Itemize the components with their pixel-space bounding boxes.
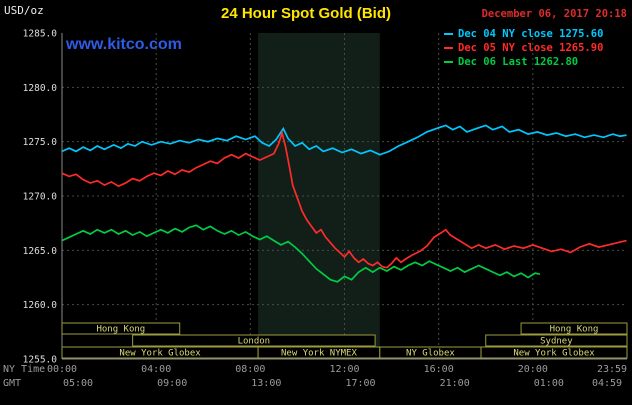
legend-swatch bbox=[444, 61, 453, 63]
legend-item: Dec 05 NY close 1265.90 bbox=[444, 41, 603, 55]
y-axis-tick-label: 1280.0 bbox=[23, 83, 58, 94]
legend-swatch bbox=[444, 33, 453, 35]
session-label: Hong Kong bbox=[550, 325, 599, 335]
session-label: NY Globex bbox=[406, 349, 455, 359]
x-axis-tick-label-gmt: 13:00 bbox=[251, 378, 281, 389]
ny-time-row-label: NY Time bbox=[3, 364, 45, 375]
legend: Dec 04 NY close 1275.60 Dec 05 NY close … bbox=[444, 27, 603, 69]
y-axis-tick-label: 1265.0 bbox=[23, 246, 58, 257]
session-box bbox=[485, 334, 628, 347]
x-axis-tick-label-gmt: 21:00 bbox=[440, 378, 470, 389]
legend-label: Dec 05 NY close 1265.90 bbox=[458, 42, 604, 54]
y-axis-tick-label: 1255.0 bbox=[23, 355, 58, 366]
series-line-dec05 bbox=[61, 129, 627, 269]
series-line-dec04 bbox=[61, 124, 627, 156]
y-axis-tick-label: 1260.0 bbox=[23, 300, 58, 311]
session-label: Sydney bbox=[540, 337, 573, 347]
x-axis-tick-label-gmt: 05:00 bbox=[63, 378, 93, 389]
legend-label: Dec 04 NY close 1275.60 bbox=[458, 28, 604, 40]
session-label: New York Globex bbox=[513, 349, 595, 359]
x-axis-tick-label-ny: 00:00 bbox=[47, 364, 77, 375]
x-axis-tick-label-gmt: 17:00 bbox=[345, 378, 375, 389]
session-box bbox=[480, 346, 628, 359]
x-axis-tick-label-ny: 20:00 bbox=[518, 364, 548, 375]
y-axis-tick-label: 1270.0 bbox=[23, 192, 58, 203]
x-axis-tick-label-ny: 04:00 bbox=[141, 364, 171, 375]
x-axis-tick-label-gmt: 01:00 bbox=[534, 378, 564, 389]
x-axis-tick-label-ny: 12:00 bbox=[329, 364, 359, 375]
session-label: New York NYMEX bbox=[281, 349, 357, 359]
kitco-watermark: www.kitco.com bbox=[66, 36, 182, 53]
y-axis-tick-label: 1285.0 bbox=[23, 29, 58, 40]
x-axis-tick-label-ny: 16:00 bbox=[424, 364, 454, 375]
x-axis-tick-label-ny: 23:59 bbox=[597, 364, 627, 375]
session-label: New York Globex bbox=[119, 349, 201, 359]
legend-label: Dec 06 Last 1262.80 bbox=[458, 56, 579, 68]
legend-item: Dec 06 Last 1262.80 bbox=[444, 55, 603, 69]
x-axis-tick-label-ny: 08:00 bbox=[235, 364, 265, 375]
legend-swatch bbox=[444, 47, 453, 49]
series-line-dec06 bbox=[61, 224, 541, 283]
x-axis-tick-label-gmt: 09:00 bbox=[157, 378, 187, 389]
chart-datetime: December 06, 2017 20:18 bbox=[481, 8, 627, 20]
session-box bbox=[61, 322, 181, 335]
session-box bbox=[520, 322, 628, 335]
session-label: London bbox=[238, 337, 271, 347]
units-label: USD/oz bbox=[4, 4, 44, 17]
chart-title: 24 Hour Spot Gold (Bid) bbox=[221, 5, 391, 22]
x-axis-tick-label-gmt: 04:59 bbox=[592, 378, 622, 389]
legend-item: Dec 04 NY close 1275.60 bbox=[444, 27, 603, 41]
y-axis-tick-label: 1275.0 bbox=[23, 137, 58, 148]
gmt-row-label: GMT bbox=[3, 378, 21, 389]
session-box bbox=[132, 334, 376, 347]
session-label: Hong Kong bbox=[96, 325, 145, 335]
